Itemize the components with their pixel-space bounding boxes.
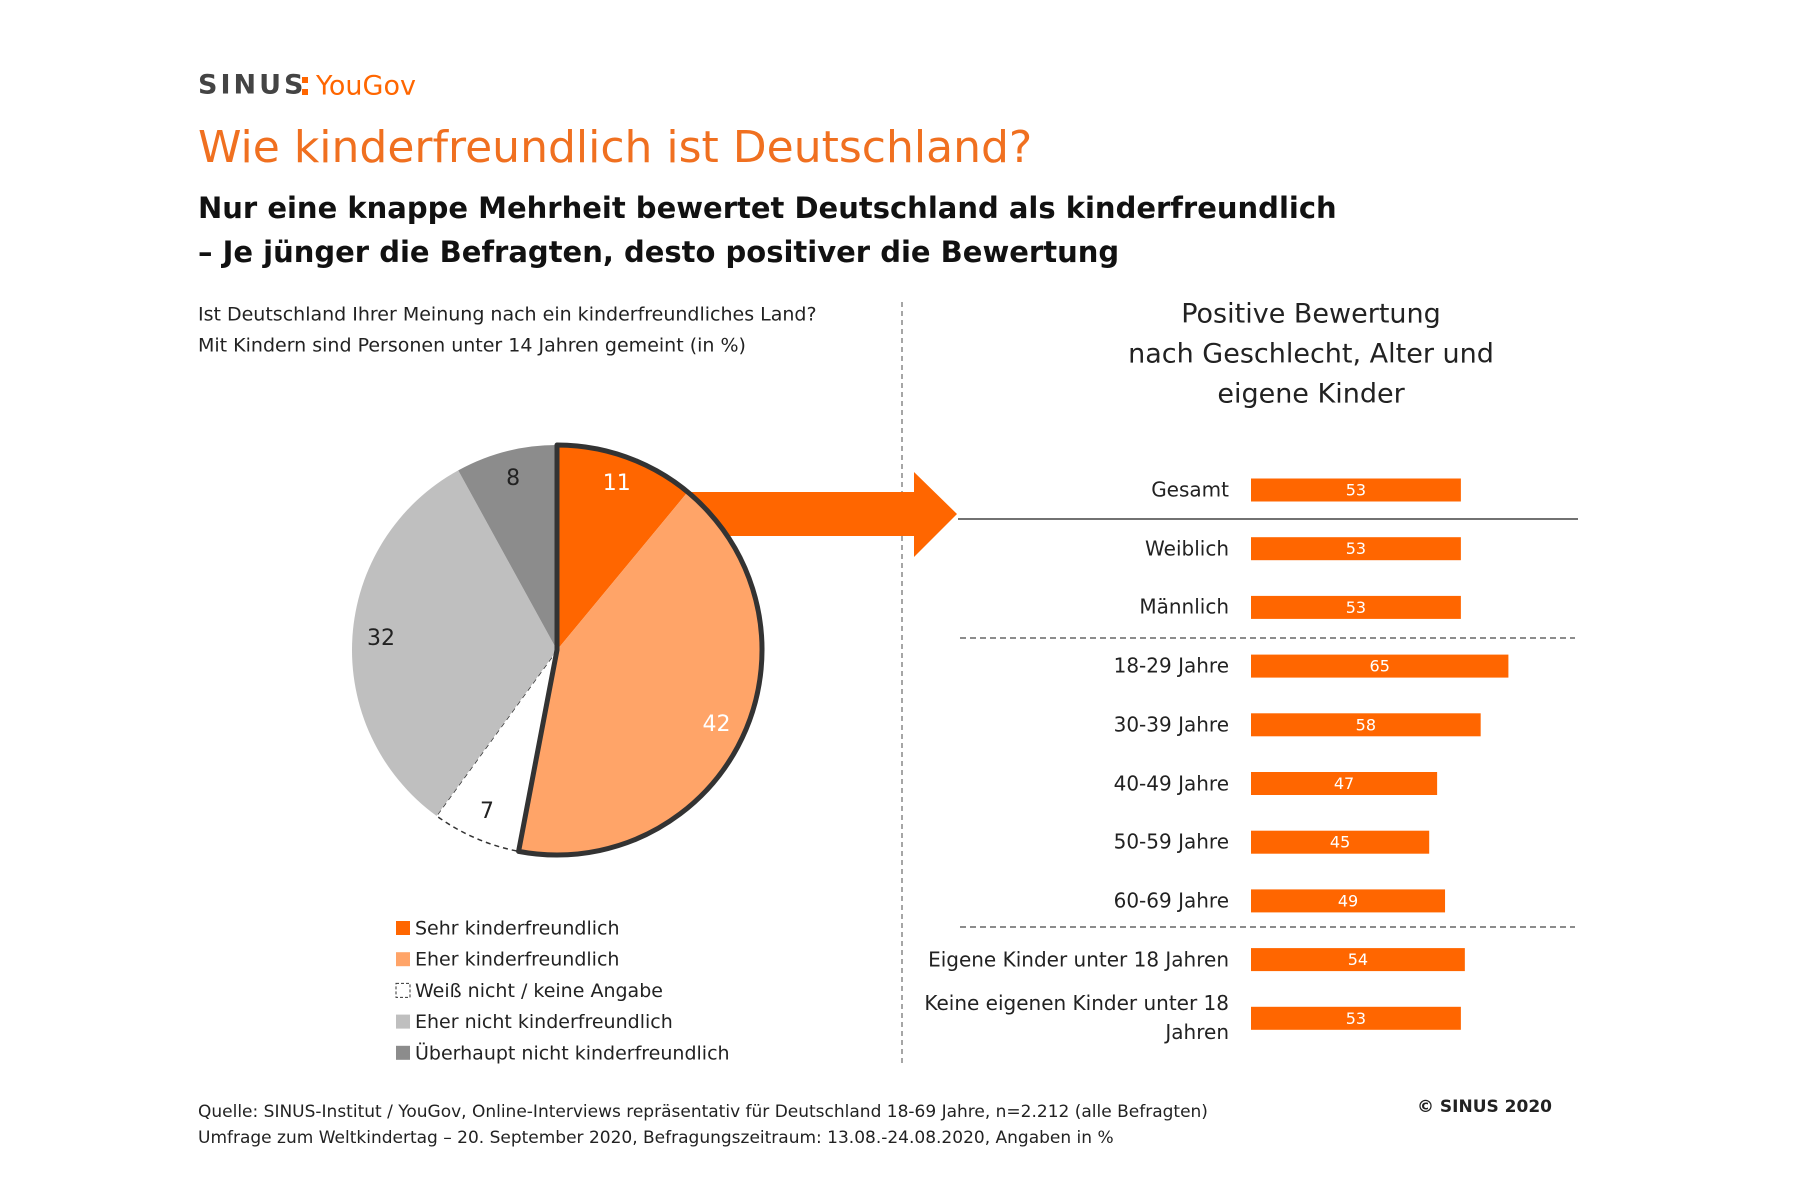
bar-title: Positive Bewertung [1181, 299, 1441, 330]
arrow [690, 472, 957, 557]
pie-slice [458, 445, 557, 650]
data-label: 32 [367, 626, 395, 651]
bar [1251, 595, 1461, 619]
pie-slice [518, 492, 762, 855]
page-subtitle: Nur eine knappe Mehrheit bewertet Deutsc… [198, 191, 1337, 225]
data-label: 8 [506, 466, 520, 491]
legend-swatch [396, 952, 410, 967]
logo-left: SINUS [198, 70, 306, 101]
bar [1251, 772, 1438, 795]
bar [1251, 889, 1446, 913]
page-subtitle: – Je jünger die Befragten, desto positiv… [198, 235, 1119, 269]
pie-slice [557, 445, 688, 650]
category-label: Gesamt [1151, 477, 1229, 502]
category-label: 60-69 Jahre [1113, 888, 1229, 913]
data-label: 49 [1338, 891, 1358, 910]
footer: Quelle: SINUS-Institut / YouGov, Online-… [198, 1102, 1208, 1122]
data-label: 65 [1370, 657, 1390, 676]
data-label: 7 [480, 799, 494, 824]
pie-title: Mit Kindern sind Personen unter 14 Jahre… [198, 335, 746, 357]
data-label: 54 [1348, 950, 1368, 969]
bar-title: eigene Kinder [1217, 379, 1405, 410]
data-label: 42 [703, 712, 731, 737]
category-label: 30-39 Jahre [1113, 712, 1229, 737]
bar-title: nach Geschlecht, Alter und [1128, 339, 1494, 370]
data-label: 53 [1346, 539, 1366, 558]
data-label: 53 [1346, 1009, 1366, 1028]
legend-label: Eher nicht kinderfreundlich [415, 1011, 673, 1033]
bar [1251, 713, 1481, 737]
category-label: Keine eigenen Kinder unter 18 Jahren [924, 991, 1229, 1045]
data-label: 11 [603, 471, 631, 496]
legend-swatch [396, 921, 410, 935]
pie-title: Ist Deutschland Ihrer Meinung nach ein k… [198, 304, 817, 326]
bar [1251, 830, 1430, 854]
legend-label: Sehr kinderfreundlich [415, 918, 620, 940]
logo-dot [302, 77, 308, 83]
category-label: 40-49 Jahre [1113, 771, 1229, 795]
footer: Umfrage zum Weltkindertag – 20. Septembe… [198, 1128, 1114, 1148]
category-label: 50-59 Jahre [1113, 829, 1229, 854]
highlight-outline [516, 442, 765, 858]
bar [1251, 654, 1509, 678]
bar [1251, 478, 1461, 502]
category-label: Männlich [1139, 594, 1229, 619]
data-label: 45 [1330, 833, 1350, 852]
bar [1251, 948, 1465, 972]
legend-swatch [396, 1045, 410, 1060]
logo-dot [302, 89, 308, 95]
bar [1251, 537, 1461, 561]
data-label: 58 [1356, 715, 1376, 734]
logo-right: YouGov [315, 71, 416, 102]
category-label: Weiblich [1145, 536, 1229, 561]
legend-swatch [396, 1014, 410, 1029]
data-label: 53 [1346, 598, 1366, 617]
legend-label: Weiß nicht / keine Angabe [415, 980, 663, 1002]
page-title: Wie kinderfreundlich ist Deutschland? [198, 122, 1032, 173]
copyright: © SINUS 2020 [1417, 1097, 1552, 1117]
data-label: 53 [1346, 481, 1366, 500]
data-label: 47 [1334, 774, 1354, 793]
category-label: 18-29 Jahre [1113, 653, 1229, 678]
legend-label: Eher kinderfreundlich [415, 949, 619, 971]
legend-label: Überhaupt nicht kinderfreundlich [415, 1041, 730, 1064]
pie-slice [352, 470, 557, 816]
bar [1251, 1006, 1461, 1030]
legend-swatch [395, 982, 411, 998]
category-label: Eigene Kinder unter 18 Jahren [928, 947, 1229, 972]
